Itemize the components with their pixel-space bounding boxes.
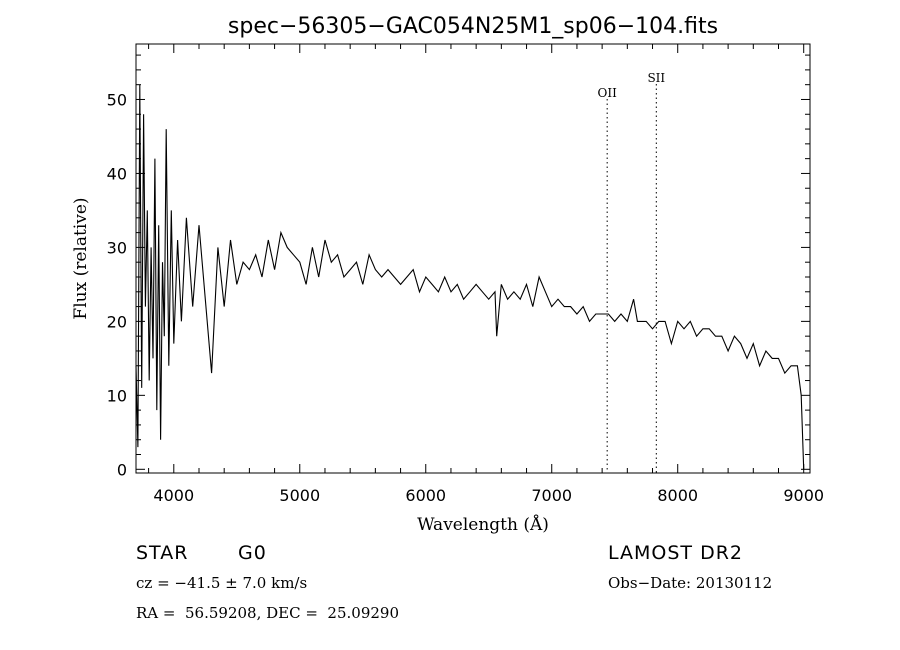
x-tick-label: 9000 <box>783 486 824 505</box>
x-tick-label: 7000 <box>531 486 572 505</box>
x-tick-label: 8000 <box>657 486 698 505</box>
y-tick-label: 0 <box>117 460 127 479</box>
sky-coordinates: RA = 56.59208, DEC = 25.09290 <box>136 604 400 622</box>
x-tick-label: 5000 <box>279 486 320 505</box>
line-marker-label-sii: SII <box>647 71 665 85</box>
plot-frame <box>135 43 811 474</box>
spectral-subclass: G0 <box>238 542 267 564</box>
object-class: STAR <box>136 542 189 564</box>
x-axis-label: Wavelength (Å) <box>417 514 549 535</box>
line-marker-label-oii: OII <box>598 86 618 100</box>
y-tick-label: 50 <box>107 90 127 109</box>
x-tick-label: 6000 <box>405 486 446 505</box>
observation-date: Obs−Date: 20130112 <box>608 574 773 592</box>
y-tick-label: 20 <box>107 312 127 331</box>
spectrum-line <box>135 84 805 470</box>
y-tick-label: 30 <box>107 238 127 257</box>
x-tick-label: 4000 <box>153 486 194 505</box>
chart-title: spec−56305−GAC054N25M1_sp06−104.fits <box>228 14 718 39</box>
y-axis-label: Flux (relative) <box>71 197 91 319</box>
survey-release: LAMOST DR2 <box>608 542 743 564</box>
y-tick-label: 40 <box>107 164 127 183</box>
y-tick-label: 10 <box>107 386 127 405</box>
redshift-velocity: cz = −41.5 ± 7.0 km/s <box>136 574 308 592</box>
